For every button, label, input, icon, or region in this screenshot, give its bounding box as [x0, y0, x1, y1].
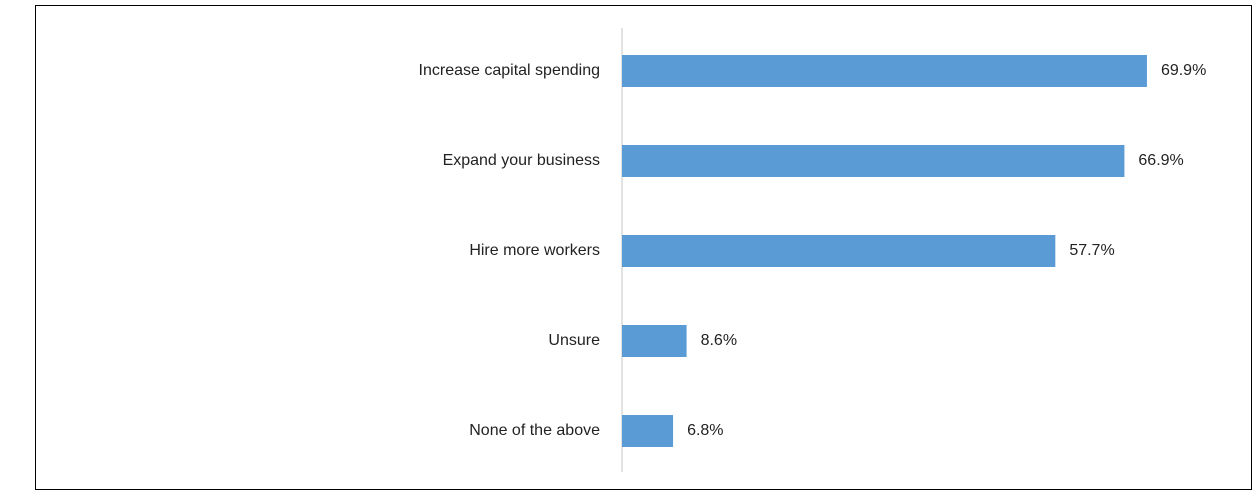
- bar: [622, 55, 1147, 87]
- category-label: Unsure: [548, 332, 600, 349]
- value-label: 8.6%: [701, 332, 737, 349]
- bar: [622, 235, 1056, 267]
- value-label: 57.7%: [1069, 242, 1114, 259]
- bar: [622, 325, 687, 357]
- value-label: 6.8%: [687, 422, 723, 439]
- bar: [622, 415, 674, 447]
- category-label: Expand your business: [443, 152, 600, 169]
- category-label: None of the above: [469, 422, 600, 439]
- category-label: Increase capital spending: [419, 62, 600, 79]
- value-label: 66.9%: [1138, 152, 1183, 169]
- category-label: Hire more workers: [469, 242, 600, 259]
- value-label: 69.9%: [1161, 62, 1206, 79]
- chart-frame: [35, 5, 1252, 490]
- bar: [622, 145, 1125, 177]
